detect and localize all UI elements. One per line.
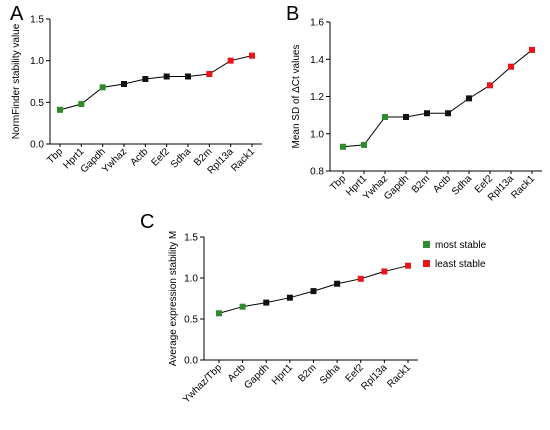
legend-label: least stable — [435, 259, 486, 270]
category-label: Rpl13a — [359, 362, 389, 392]
data-point — [227, 57, 234, 64]
data-point — [286, 294, 293, 301]
category-label: Hprt1 — [270, 362, 295, 387]
category-label: B2m — [296, 362, 318, 384]
data-point — [57, 106, 63, 113]
panel-letter: B — [286, 3, 299, 25]
category-label: Gapdh — [242, 362, 271, 391]
data-point — [508, 63, 514, 70]
data-point — [445, 110, 451, 117]
data-point — [239, 303, 246, 310]
panel-letter: C — [140, 211, 154, 233]
data-point — [310, 288, 317, 295]
y-tick-label: 1.5 — [30, 15, 44, 26]
data-point — [405, 262, 411, 269]
y-axis-label: Mean SD of ΔCt values — [291, 45, 302, 149]
category-label: Rack1 — [385, 362, 413, 390]
category-label: Rack1 — [229, 146, 257, 174]
y-tick-label: 1.6 — [310, 18, 324, 29]
panel-letter: A — [10, 3, 24, 25]
data-point — [163, 73, 170, 80]
data-point — [216, 310, 222, 317]
y-tick-label: 1.0 — [30, 56, 44, 67]
legend-label: most stable — [435, 240, 487, 251]
legend-swatch — [423, 260, 430, 267]
data-point — [381, 268, 388, 275]
y-tick-label: 0.8 — [310, 167, 324, 178]
legend: most stable least stable — [423, 240, 487, 270]
category-label: Actb — [431, 173, 453, 195]
data-point — [466, 95, 472, 102]
category-label: B2m — [410, 173, 432, 195]
data-point — [334, 280, 341, 287]
category-label: Sdha — [318, 362, 343, 387]
data-point — [121, 81, 127, 87]
data-point — [142, 76, 149, 82]
series-line — [342, 49, 533, 148]
data-point — [78, 101, 85, 107]
category-label: Rack1 — [509, 173, 537, 201]
y-tick-label: 0.5 — [30, 98, 44, 109]
y-axis-label: NormFinder stability value — [11, 23, 22, 139]
category-label: Ywhaz — [100, 146, 129, 175]
category-label: Actb — [129, 146, 151, 168]
y-axis-label: Average expression stability M — [168, 231, 179, 366]
data-point — [424, 110, 430, 117]
y-tick-label: 1.5 — [184, 233, 198, 244]
data-point — [357, 275, 364, 282]
panel-c: C 0.0 0.5 1.0 1.5 Average expression stabilit… — [140, 211, 487, 405]
series-line — [59, 55, 253, 111]
y-tick-label: 0.0 — [184, 356, 198, 367]
legend-swatch — [423, 241, 430, 248]
category-label: Sdha — [450, 173, 475, 198]
data-point — [263, 299, 270, 306]
data-point — [99, 84, 106, 91]
y-tick-label: 1.4 — [310, 55, 324, 66]
category-label: Eef2 — [149, 146, 172, 169]
y-tick-label: 1.2 — [310, 92, 324, 103]
data-point — [249, 52, 255, 59]
y-tick-label: 1.0 — [310, 129, 324, 140]
data-point — [487, 82, 493, 89]
data-point — [382, 113, 388, 120]
category-label: Ywhaz/Tbp — [181, 362, 224, 405]
data-point — [403, 113, 409, 120]
data-point — [206, 71, 213, 77]
y-tick-label: 0.5 — [184, 315, 198, 326]
y-tick-label: 1.0 — [184, 274, 198, 285]
data-point — [361, 141, 367, 148]
data-point — [340, 143, 346, 150]
category-label: Sdha — [169, 146, 194, 171]
y-tick-label: 0.0 — [30, 140, 44, 151]
data-point — [185, 73, 191, 80]
data-point — [529, 46, 535, 53]
